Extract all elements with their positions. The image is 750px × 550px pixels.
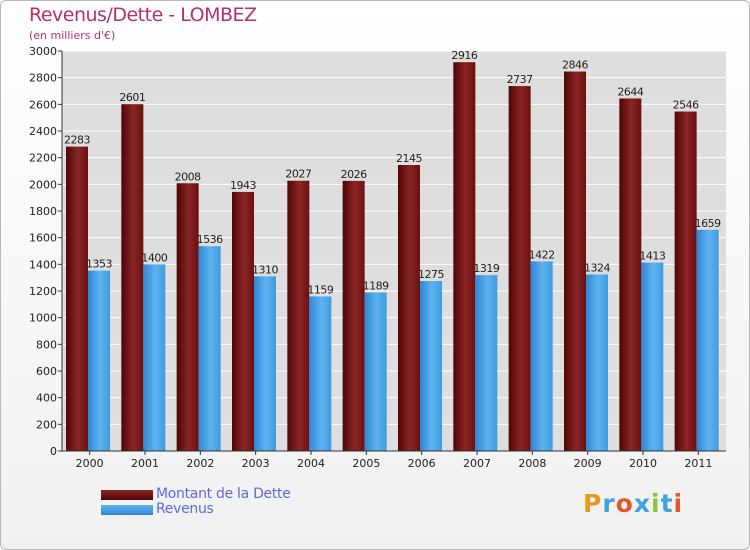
chart-subtitle: (en milliers d'€) [29, 29, 116, 42]
bar-revenus-2005 [364, 292, 387, 451]
y-tick-label-400: 400 [36, 392, 57, 405]
bar-revenus-2002 [198, 246, 221, 451]
data-label-dette-2002: 2008 [175, 170, 201, 183]
y-tick-label-600: 600 [36, 365, 57, 378]
axes-group: 0 200 400 600 800 1000 1200 1400 1600 1800 2000 220… [29, 45, 726, 470]
logo-letter: x [633, 489, 651, 518]
bar-dette-2001 [121, 104, 144, 451]
bar-revenus-2003 [254, 276, 276, 451]
data-label-dette-2005: 2026 [341, 168, 367, 181]
data-label-revenus-2007: 1319 [473, 262, 499, 275]
bar-revenus-2000 [88, 270, 110, 451]
x-tick-label-2001: 2001 [131, 457, 159, 470]
bar-dette-2002 [176, 183, 199, 451]
y-tick-label-1000: 1000 [29, 312, 57, 325]
y-tick-label-3000: 3000 [29, 45, 57, 58]
data-label-dette-2008: 2737 [507, 73, 533, 86]
y-tick-label-1800: 1800 [29, 205, 57, 218]
bar-revenus-2007 [475, 275, 498, 451]
bar-dette-2006 [398, 165, 420, 451]
bars-group [66, 62, 719, 452]
bar-dette-2011 [674, 111, 697, 452]
x-tick-label-2006: 2006 [408, 457, 436, 470]
plot-area [62, 51, 726, 451]
x-tick-label-2004: 2004 [297, 457, 325, 470]
legend-label-debt: Montant de la Dette [156, 486, 291, 502]
y-tick-label-1600: 1600 [29, 232, 57, 245]
x-tick-label-2008: 2008 [518, 457, 546, 470]
logo-letter: r [602, 489, 616, 518]
data-label-revenus-2004: 1159 [307, 283, 333, 296]
y-tick-label-2000: 2000 [29, 178, 57, 191]
logo-letter: o [615, 489, 634, 518]
x-tick-label-2003: 2003 [242, 457, 270, 470]
y-tick-label-2400: 2400 [29, 125, 57, 138]
data-label-revenus-2009: 1324 [584, 261, 610, 274]
data-label-dette-2004: 2027 [285, 168, 311, 181]
x-tick-label-2002: 2002 [186, 457, 214, 470]
data-label-revenus-2000: 1353 [86, 258, 112, 271]
bar-revenus-2004 [309, 296, 332, 451]
y-tick-label-1400: 1400 [29, 258, 57, 271]
logo-letter: i [651, 489, 661, 518]
data-label-dette-2007: 2916 [451, 49, 477, 62]
chart-title: Revenus/Dette - LOMBEZ [29, 4, 257, 26]
x-tick-label-2010: 2010 [629, 457, 657, 470]
y-tick-label-200: 200 [36, 418, 57, 431]
data-label-revenus-2011: 1659 [695, 217, 721, 230]
data-label-dette-2001: 2601 [119, 91, 145, 104]
y-tick-label-2600: 2600 [29, 98, 57, 111]
bar-dette-2007 [453, 62, 476, 451]
data-label-dette-2009: 2846 [562, 59, 588, 72]
legend-swatch-revenus [101, 505, 153, 515]
proxiti-logo: Proxiti [583, 489, 683, 518]
legend-swatch-debt [101, 490, 153, 500]
y-tick-label-2200: 2200 [29, 152, 57, 165]
bar-dette-2004 [287, 180, 310, 451]
data-label-revenus-2010: 1413 [639, 250, 665, 263]
x-tick-label-2009: 2009 [574, 457, 602, 470]
data-label-dette-2003: 1943 [230, 179, 256, 192]
data-label-dette-2010: 2644 [617, 85, 643, 98]
data-label-dette-2006: 2145 [396, 152, 422, 165]
data-label-revenus-2008: 1422 [529, 248, 555, 261]
y-tick-label-2800: 2800 [29, 72, 57, 85]
x-tick-label-2000: 2000 [76, 457, 104, 470]
x-tick-label-2005: 2005 [352, 457, 380, 470]
gridlines [62, 50, 726, 452]
data-label-revenus-2006: 1275 [418, 268, 444, 281]
logo-letter: i [673, 489, 684, 518]
bar-revenus-2008 [530, 261, 553, 451]
y-tick-label-800: 800 [36, 338, 57, 351]
x-tick-label-2011: 2011 [684, 457, 712, 470]
bar-revenus-2006 [420, 281, 442, 451]
data-label-dette-2011: 2546 [673, 99, 699, 112]
bar-dette-2005 [342, 180, 365, 451]
legend-label-revenus: Revenus [156, 501, 214, 517]
data-label-revenus-2003: 1310 [252, 263, 278, 276]
bar-dette-2000 [66, 146, 88, 451]
bar-dette-2008 [508, 86, 531, 452]
bar-dette-2003 [232, 191, 254, 451]
logo-letter: t [660, 489, 674, 518]
y-tick-label-1200: 1200 [29, 285, 57, 298]
y-tick-label-0: 0 [50, 445, 57, 458]
data-labels-group: 2283 1353 2601 1400 2008 1536 1943 1310 2027 1159… [64, 49, 722, 296]
logo-letter: P [583, 489, 603, 518]
data-label-dette-2000: 2283 [64, 134, 90, 147]
data-label-revenus-2002: 1536 [197, 233, 223, 246]
data-label-revenus-2005: 1189 [363, 279, 389, 292]
bar-revenus-2009 [586, 274, 608, 451]
x-tick-label-2007: 2007 [463, 457, 491, 470]
bar-revenus-2001 [143, 264, 166, 451]
bar-dette-2009 [564, 71, 586, 452]
bar-revenus-2010 [641, 262, 664, 451]
data-label-revenus-2001: 1400 [141, 251, 167, 264]
bar-dette-2010 [619, 98, 642, 451]
bar-revenus-2011 [696, 229, 719, 451]
